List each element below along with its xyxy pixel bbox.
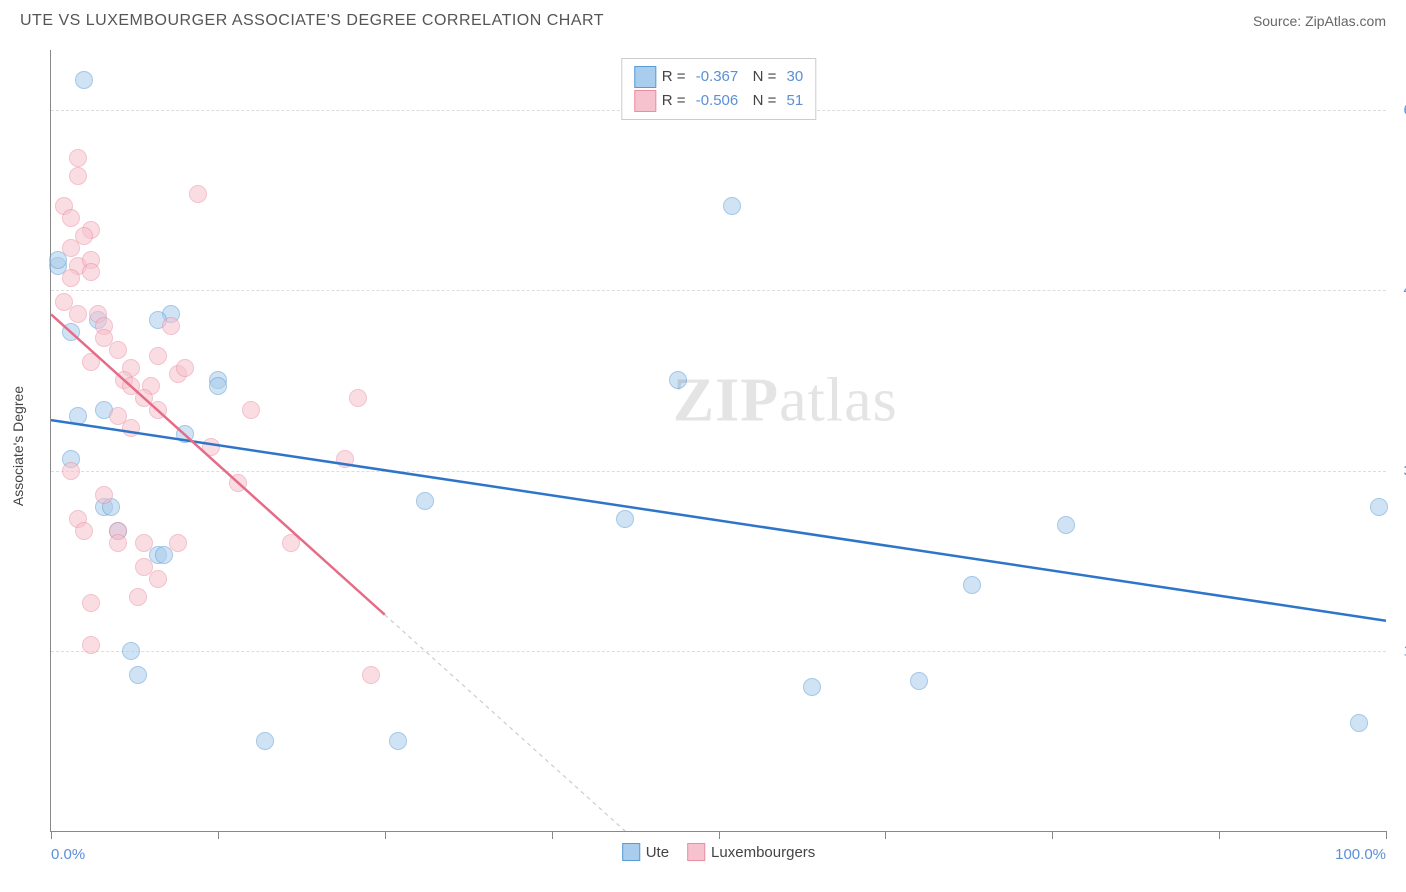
x-tick-mark	[552, 831, 553, 839]
r-value: -0.506	[692, 89, 739, 113]
y-tick-label: 15.0%	[1391, 642, 1406, 659]
scatter-point	[669, 371, 687, 389]
scatter-point	[122, 642, 140, 660]
n-value: 51	[782, 89, 803, 113]
scatter-point	[149, 401, 167, 419]
x-tick-mark	[1052, 831, 1053, 839]
legend-stat-row: R = -0.367 N = 30	[634, 65, 803, 89]
legend-series-label: Ute	[646, 844, 669, 861]
legend-swatch	[622, 843, 640, 861]
scatter-point	[62, 239, 80, 257]
scatter-point	[416, 492, 434, 510]
scatter-point	[209, 377, 227, 395]
scatter-point	[129, 588, 147, 606]
scatter-point	[169, 534, 187, 552]
scatter-point	[82, 594, 100, 612]
scatter-point	[282, 534, 300, 552]
scatter-point	[256, 732, 274, 750]
scatter-point	[69, 407, 87, 425]
y-tick-label: 45.0%	[1391, 282, 1406, 299]
scatter-point	[149, 347, 167, 365]
legend-series-item: Luxembourgers	[687, 843, 815, 861]
n-value: 30	[782, 65, 803, 89]
scatter-point	[336, 450, 354, 468]
scatter-point	[242, 401, 260, 419]
source-prefix: Source:	[1253, 13, 1305, 29]
scatter-point	[62, 323, 80, 341]
x-tick-mark	[1386, 831, 1387, 839]
scatter-point	[62, 209, 80, 227]
scatter-point	[82, 636, 100, 654]
scatter-point	[122, 419, 140, 437]
scatter-point	[1350, 714, 1368, 732]
legend-swatch	[634, 90, 656, 112]
scatter-point	[69, 167, 87, 185]
scatter-point	[82, 263, 100, 281]
source-attribution: Source: ZipAtlas.com	[1253, 13, 1386, 29]
scatter-point	[62, 269, 80, 287]
scatter-point	[95, 486, 113, 504]
scatter-point	[75, 71, 93, 89]
r-value: -0.367	[692, 65, 739, 89]
legend-swatch	[687, 843, 705, 861]
scatter-point	[189, 185, 207, 203]
gridline-h	[51, 651, 1386, 652]
y-tick-label: 60.0%	[1391, 102, 1406, 119]
legend-stat-row: R = -0.506 N = 51	[634, 89, 803, 113]
scatter-point	[75, 522, 93, 540]
scatter-point	[723, 197, 741, 215]
legend-swatch	[634, 66, 656, 88]
r-label: R =	[662, 65, 686, 89]
scatter-point	[202, 438, 220, 456]
scatter-point	[109, 534, 127, 552]
gridline-h	[51, 471, 1386, 472]
x-tick-mark	[1219, 831, 1220, 839]
y-axis-label: Associate's Degree	[10, 386, 26, 506]
scatter-point	[109, 341, 127, 359]
n-label: N =	[744, 89, 776, 113]
x-tick-mark	[719, 831, 720, 839]
scatter-point	[82, 353, 100, 371]
scatter-point	[69, 149, 87, 167]
scatter-point	[162, 317, 180, 335]
scatter-point	[1057, 516, 1075, 534]
plot-layer	[51, 50, 1386, 831]
scatter-point	[349, 389, 367, 407]
gridline-h	[51, 290, 1386, 291]
n-label: N =	[744, 65, 776, 89]
scatter-point	[1370, 498, 1388, 516]
scatter-point	[362, 666, 380, 684]
x-axis-min-label: 0.0%	[51, 846, 85, 863]
scatter-point	[389, 732, 407, 750]
scatter-point	[910, 672, 928, 690]
x-tick-mark	[885, 831, 886, 839]
scatter-point	[176, 359, 194, 377]
chart-title: UTE VS LUXEMBOURGER ASSOCIATE'S DEGREE C…	[20, 12, 604, 30]
legend-series-item: Ute	[622, 843, 669, 861]
scatter-point	[616, 510, 634, 528]
scatter-point	[176, 425, 194, 443]
x-tick-mark	[51, 831, 52, 839]
x-axis-max-label: 100.0%	[1335, 846, 1386, 863]
scatter-point	[963, 576, 981, 594]
scatter-point	[129, 666, 147, 684]
r-label: R =	[662, 89, 686, 113]
legend-bottom: Ute Luxembourgers	[622, 843, 816, 861]
chart-header: UTE VS LUXEMBOURGER ASSOCIATE'S DEGREE C…	[0, 0, 1406, 38]
scatter-point	[62, 462, 80, 480]
scatter-point	[69, 305, 87, 323]
source-name: ZipAtlas.com	[1305, 13, 1386, 29]
scatter-point	[229, 474, 247, 492]
legend-series-label: Luxembourgers	[711, 844, 815, 861]
y-tick-label: 30.0%	[1391, 462, 1406, 479]
chart-plot-area: ZIPatlas R = -0.367 N = 30R = -0.506 N =…	[50, 50, 1386, 832]
x-tick-mark	[218, 831, 219, 839]
scatter-point	[803, 678, 821, 696]
scatter-point	[149, 570, 167, 588]
scatter-point	[135, 534, 153, 552]
x-tick-mark	[385, 831, 386, 839]
legend-stats-box: R = -0.367 N = 30R = -0.506 N = 51	[621, 58, 816, 120]
